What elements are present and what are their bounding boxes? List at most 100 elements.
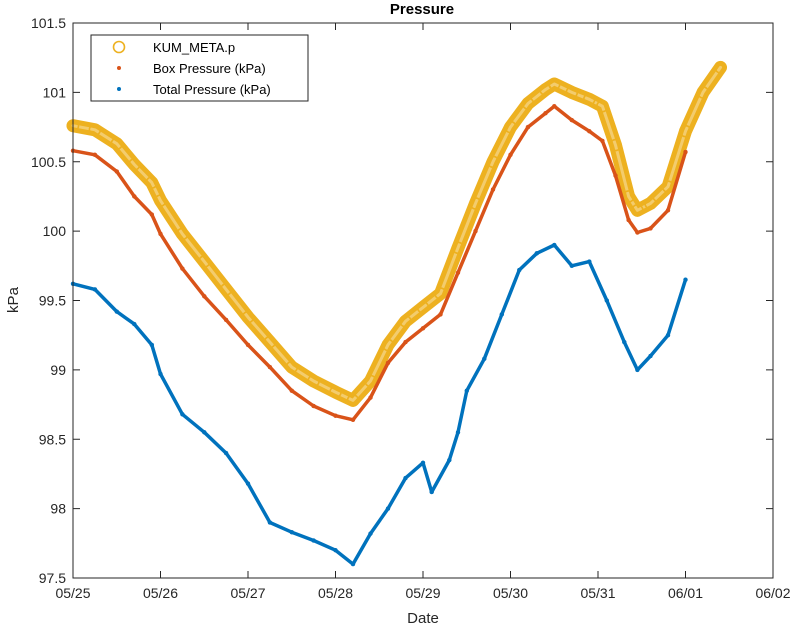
x-tick-label: 05/27: [230, 585, 265, 601]
data-point: [609, 138, 622, 152]
data-point: [223, 317, 229, 323]
y-tick-label: 97.5: [39, 570, 66, 586]
data-point: [368, 531, 373, 536]
data-point: [499, 312, 505, 317]
legend-marker-total-pressure: [117, 87, 121, 91]
series-1: [70, 103, 688, 423]
data-point: [429, 489, 434, 495]
series-line: [71, 243, 688, 566]
data-point: [569, 263, 575, 269]
data-point: [154, 194, 167, 207]
x-tick-label: 05/28: [318, 585, 353, 601]
data-point: [381, 338, 395, 352]
data-point: [311, 538, 316, 543]
data-point: [683, 277, 688, 282]
data-point: [329, 385, 342, 399]
data-point: [149, 212, 155, 217]
y-tick-label: 101: [43, 84, 67, 100]
data-point: [635, 230, 640, 235]
data-point: [416, 301, 430, 314]
data-point: [525, 124, 531, 130]
data-point: [635, 367, 640, 373]
data-point: [289, 529, 295, 535]
data-point: [285, 360, 299, 374]
data-point: [245, 342, 251, 348]
data-point: [198, 255, 211, 268]
data-point: [307, 374, 320, 388]
y-tick-label: 98: [50, 501, 66, 517]
data-point: [114, 309, 120, 314]
data-point: [587, 259, 592, 264]
data-point: [241, 310, 255, 324]
data-point: [403, 475, 408, 481]
data-point: [600, 138, 605, 144]
data-point: [539, 83, 552, 96]
legend-label-box-pressure: Box Pressure (kPa): [153, 61, 266, 76]
data-point: [263, 335, 277, 349]
data-point: [604, 298, 610, 303]
data-point: [346, 394, 360, 407]
data-point: [180, 266, 185, 271]
data-point: [438, 312, 443, 317]
data-point: [451, 241, 465, 255]
data-point: [622, 339, 627, 345]
y-axis-label: kPa: [5, 286, 22, 313]
data-point: [547, 77, 561, 91]
data-point: [534, 251, 540, 256]
data-point: [350, 417, 356, 423]
data-point: [158, 231, 163, 237]
data-point: [644, 197, 657, 210]
data-point: [145, 176, 159, 189]
data-point: [521, 97, 535, 110]
data-point: [582, 93, 596, 106]
data-point: [267, 520, 273, 525]
data-point: [223, 450, 229, 456]
y-tick-label: 99: [50, 362, 66, 378]
data-point: [679, 124, 692, 138]
data-point: [714, 61, 727, 74]
data-point: [565, 86, 579, 99]
data-point: [92, 287, 98, 292]
data-point: [311, 403, 316, 409]
data-point: [648, 353, 653, 359]
data-point: [385, 360, 391, 366]
data-point: [289, 388, 295, 393]
data-point: [455, 270, 461, 275]
legend: KUM_META.p Box Pressure (kPa) Total Pres…: [90, 34, 309, 102]
data-point: [596, 99, 609, 113]
data-point: [114, 169, 120, 174]
data-point: [333, 547, 338, 553]
y-tick-label: 98.5: [39, 431, 66, 447]
data-point: [613, 173, 618, 178]
series-2: [70, 242, 688, 567]
y-tick-label: 100.5: [31, 154, 66, 170]
data-point: [149, 342, 155, 348]
x-tick-label: 05/31: [580, 585, 615, 601]
data-point: [267, 364, 273, 370]
x-tick-label: 06/01: [668, 585, 703, 601]
data-point: [473, 228, 478, 234]
data-point: [385, 506, 391, 511]
data-point: [88, 123, 102, 137]
data-point: [420, 460, 426, 466]
data-point: [202, 294, 207, 299]
data-point: [434, 287, 447, 300]
data-point: [504, 120, 517, 134]
x-tick-label: 05/30: [493, 585, 528, 601]
data-point: [368, 395, 373, 400]
data-point: [486, 155, 500, 169]
data-point: [696, 86, 710, 99]
data-point: [364, 374, 377, 388]
data-point: [128, 158, 141, 171]
data-point: [447, 457, 452, 463]
data-point: [517, 267, 522, 273]
data-point: [399, 314, 412, 328]
data-point: [665, 208, 671, 213]
data-point: [587, 128, 592, 134]
x-tick-label: 05/26: [143, 585, 178, 601]
x-axis-label: Date: [407, 610, 439, 627]
y-tick-label: 101.5: [31, 15, 66, 31]
series-layer: [66, 60, 727, 567]
data-point: [132, 321, 137, 327]
